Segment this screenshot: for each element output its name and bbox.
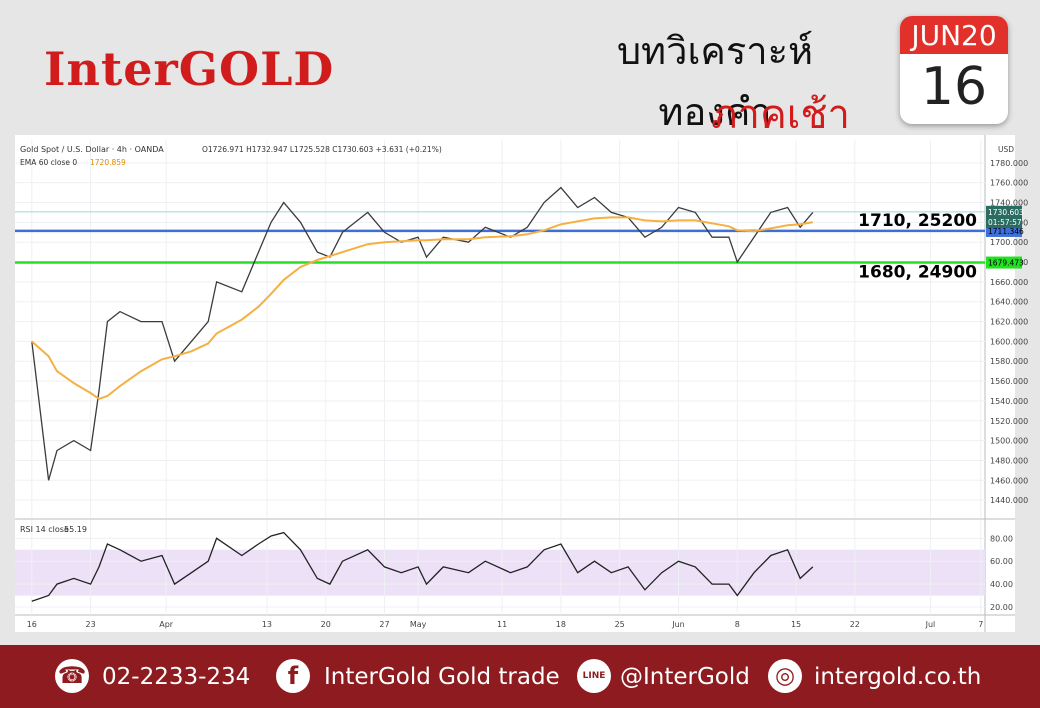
y-tick-label: 1480.000: [990, 456, 1028, 465]
phone-icon: ☎: [55, 659, 89, 693]
x-tick-label: 22: [850, 620, 860, 629]
y-tick-label: 1640.000: [990, 298, 1028, 307]
calendar: JUN20 16: [900, 16, 1008, 124]
y-tick-label: 1540.000: [990, 397, 1028, 406]
chart: 1440.0001460.0001480.0001500.0001520.000…: [15, 135, 1028, 632]
x-tick-label: 8: [735, 620, 740, 629]
series-line: [31, 216, 813, 401]
rsi-value: 55.19: [64, 525, 87, 534]
website: intergold.co.th: [814, 664, 982, 690]
y-tick-label: 1740.000: [990, 199, 1028, 208]
x-tick-label: 15: [791, 620, 801, 629]
level-tag: [986, 224, 1022, 237]
y-tick-label: 1780.000: [990, 159, 1028, 168]
y-tick-label: 1520.000: [990, 417, 1028, 426]
y-tick-label: 20.00: [990, 603, 1013, 612]
x-tick-label: 16: [27, 620, 37, 629]
y-tick-label: 40.00: [990, 580, 1013, 589]
rsi-band: [15, 549, 985, 596]
level-label: 1679.473: [988, 259, 1024, 268]
ohlc: O1726.971 H1732.947 L1725.528 C1730.603 …: [202, 145, 442, 154]
x-tick-label: 11: [497, 620, 507, 629]
level-label: 1711.346: [988, 227, 1024, 236]
web-icon: ◎: [768, 659, 802, 693]
y-tick-label: 1460.000: [990, 476, 1028, 485]
y-tick-label: 1600.000: [990, 337, 1028, 346]
price-tag: [986, 205, 1022, 228]
facebook-icon: f: [276, 659, 310, 693]
annotation: 1680, 24900: [858, 263, 977, 283]
x-tick-label: 27: [379, 620, 389, 629]
legend-title: RSI 14 close: [20, 525, 69, 534]
x-tick-label: 7: [978, 620, 983, 629]
annotation: 1710, 25200: [858, 211, 977, 231]
calendar-month: JUN20: [900, 16, 1008, 54]
phone: 02-2233-234: [102, 664, 251, 690]
x-tick-label: 25: [615, 620, 625, 629]
chart-panel: [15, 135, 1015, 632]
countdown: 01:57:57: [988, 218, 1022, 227]
ema-label: EMA 60 close 0: [20, 158, 77, 167]
x-tick-label: Jul: [925, 620, 936, 629]
brand: InterGOLD: [44, 42, 335, 96]
level-tag: [986, 256, 1022, 269]
x-tick-label: May: [410, 620, 427, 629]
y-tick-label: 1700.000: [990, 238, 1028, 247]
x-tick-label: Jun: [671, 620, 685, 629]
calendar-day: 16: [920, 57, 988, 117]
y-tick-label: 80.00: [990, 534, 1013, 543]
y-tick-label: 1660.000: [990, 278, 1028, 287]
footer: ☎ 02-2233-234 f InterGold Gold trade LIN…: [0, 645, 1040, 708]
y-tick-label: 1440.000: [990, 496, 1028, 505]
x-tick-label: Apr: [159, 620, 174, 629]
y-tick-label: 1500.000: [990, 437, 1028, 446]
series-line: [31, 531, 814, 602]
y-tick-label: 1580.000: [990, 357, 1028, 366]
subtitle: ภาคเช้า: [711, 92, 850, 138]
x-tick-label: 23: [85, 620, 95, 629]
unit: USD: [998, 145, 1014, 154]
line-id: @InterGold: [620, 664, 750, 690]
ema-value: 1720.859: [90, 158, 126, 167]
legend-title: Gold Spot / U.S. Dollar · 4h · OANDA: [20, 145, 164, 154]
x-tick-label: 18: [556, 620, 566, 629]
y-tick-label: 1560.000: [990, 377, 1028, 386]
y-tick-label: 60.00: [990, 557, 1013, 566]
y-tick-label: 1620.000: [990, 318, 1028, 327]
facebook: InterGold Gold trade: [324, 664, 560, 690]
line-icon: LINE: [577, 659, 611, 693]
x-tick-label: 20: [321, 620, 331, 629]
x-tick-label: 13: [262, 620, 272, 629]
y-tick-label: 1760.000: [990, 179, 1028, 188]
price-label: 1730.603: [988, 208, 1024, 217]
